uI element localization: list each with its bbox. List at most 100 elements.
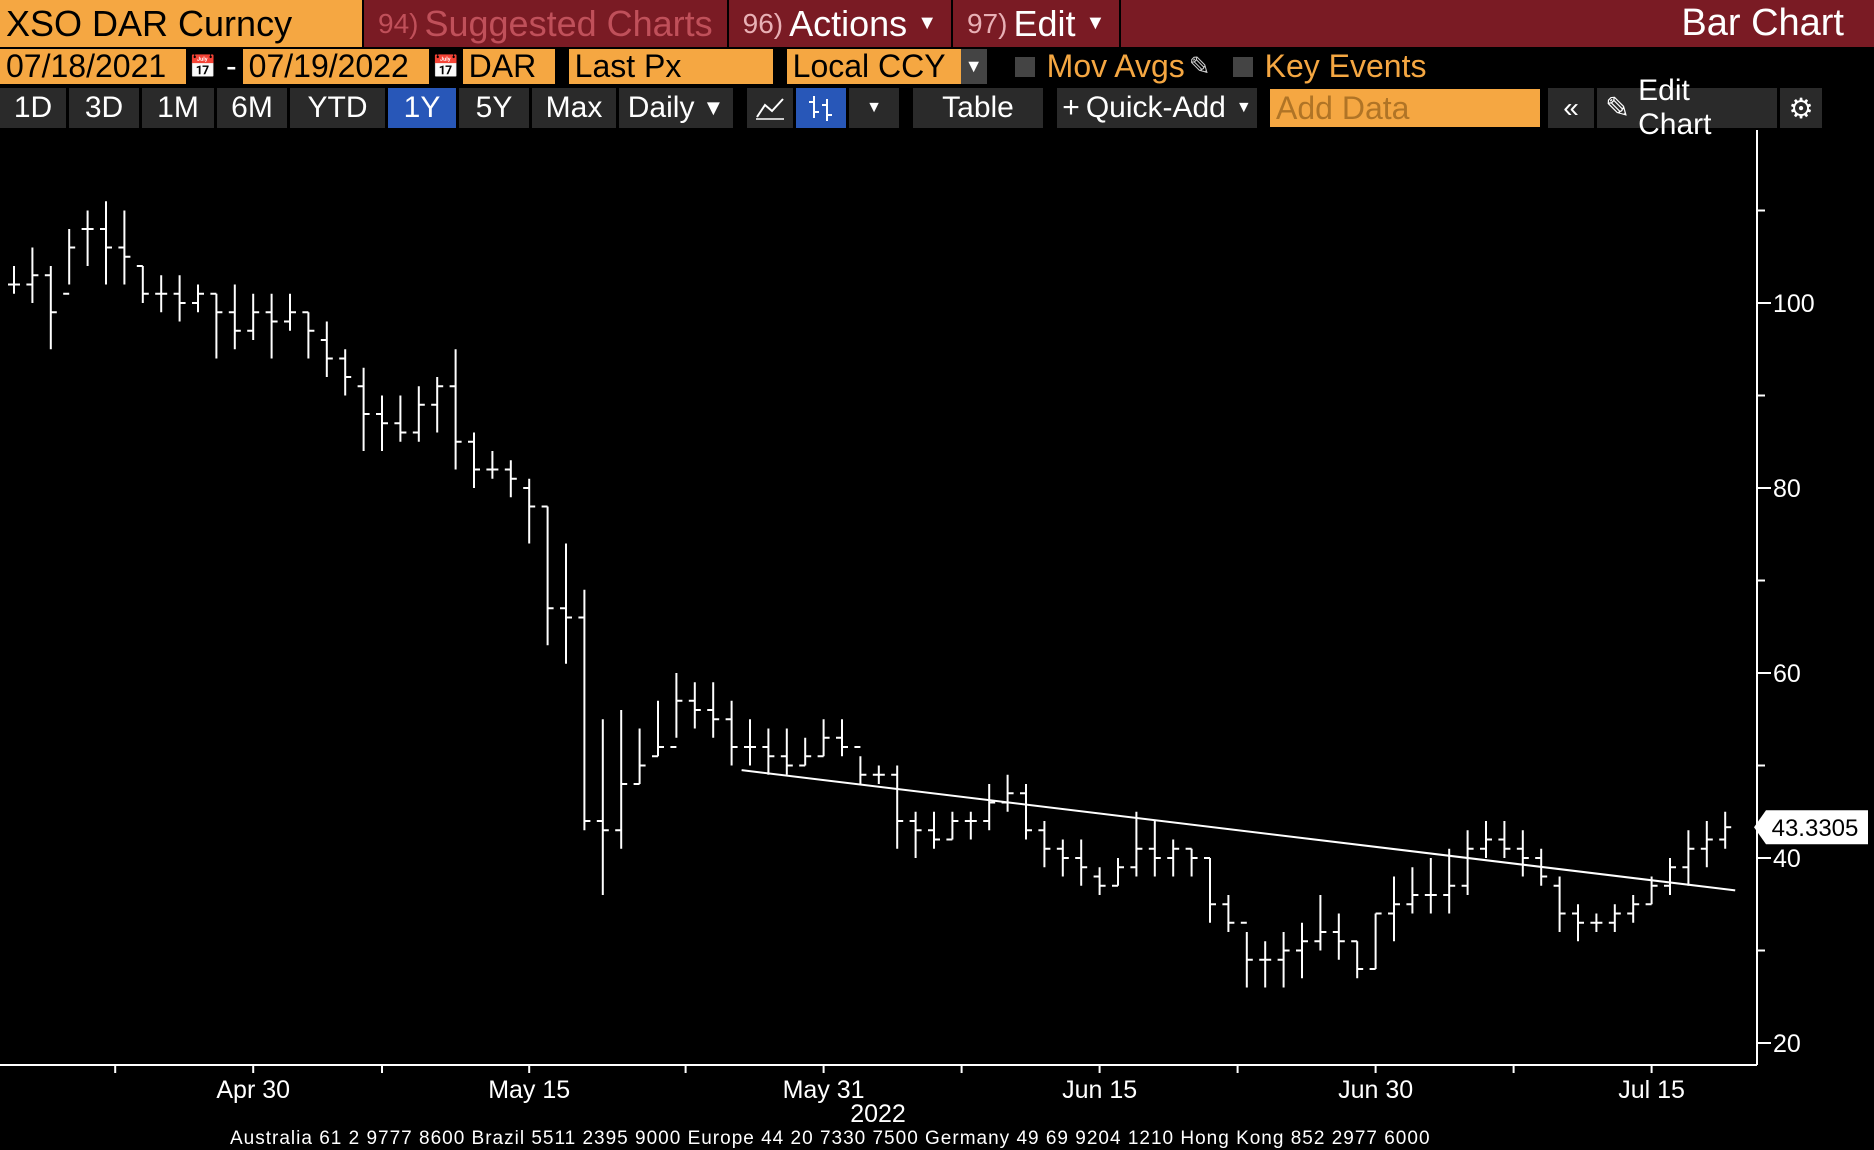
ohlc-bar [504,460,517,498]
range-3d-button[interactable]: 3D [69,88,139,128]
period-select[interactable]: Daily ▼ [619,88,733,128]
calendar-icon[interactable]: 📅 [431,53,460,79]
x-tick-label: May 15 [488,1076,570,1104]
ohlc-bar [394,395,407,442]
ohlc-bar [265,293,278,359]
ohlc-bar [1056,839,1069,877]
ticker-field[interactable]: XSO DAR Curncy [0,0,362,47]
ohlc-bar [1240,921,1253,988]
ohlc-bar [412,386,425,442]
ohlc-bar [1572,904,1584,942]
calendar-icon[interactable]: 📅 [189,53,217,79]
bar-chart-icon[interactable] [796,88,846,128]
suggested-charts-button[interactable]: 94) Suggested Charts [362,0,727,47]
edit-label: Edit [1013,2,1076,44]
collapse-icon[interactable]: « [1548,88,1594,128]
ohlc-bar [1369,912,1382,970]
ohlc-bar [854,746,867,784]
gear-icon[interactable]: ⚙ [1780,88,1822,128]
ohlc-bar [725,700,738,766]
field-select[interactable]: Last Px [568,48,773,84]
pencil-icon[interactable]: ✎ [1188,51,1211,81]
ohlc-bar [1682,830,1695,886]
ohlc-bar [633,728,646,785]
x-tick-label: Jul 15 [1618,1076,1685,1104]
line-chart-icon[interactable] [747,88,793,128]
edit-chart-label: Edit Chart [1638,74,1712,141]
ohlc-bar [431,377,444,433]
chevron-down-icon[interactable]: ▼ [960,49,987,84]
range-1m-button[interactable]: 1M [142,88,214,128]
ohlc-bar [836,719,848,757]
ohlc-bar [615,710,628,849]
chart-type-title: Bar Chart [1681,2,1844,44]
last-price-label: 43.3305 [1772,815,1859,842]
ohlc-bar [541,505,554,646]
ohlc-bar [1443,848,1456,914]
ohlc-bar [596,719,609,895]
ohlc-bar [872,765,885,784]
ohlc-bar [1112,858,1124,887]
ohlc-bar [1480,821,1492,858]
actions-label: Actions [789,2,908,44]
ohlc-bar [1627,895,1640,923]
edit-chart-button[interactable]: ✎ Edit Chart [1597,74,1777,141]
table-button[interactable]: Table [913,88,1043,128]
ohlc-bar [376,395,388,451]
ohlc-bar [1277,932,1290,988]
ohlc-bar [1222,895,1235,932]
ohlc-bar [1700,821,1713,868]
ohlc-bar [100,201,112,285]
ohlc-bar [817,719,830,758]
ohlc-bar [284,293,296,331]
range-1y-button[interactable]: 1Y [388,88,456,128]
x-tick-label: Apr 30 [216,1076,290,1104]
ohlc-bar [136,265,149,303]
range-1d-button[interactable]: 1D [0,88,66,128]
period-label: Daily [627,91,695,124]
ohlc-bar [964,811,977,840]
end-date-field[interactable]: 07/19/2022 [242,48,429,84]
actions-number: 96) [742,7,784,39]
ohlc-bar [81,210,94,266]
ohlc-bar [320,321,333,377]
price-chart[interactable]: 20 40 60 80 100 43.3305 Apr 30 May 15 May 31 Jun… [0,130,1874,1130]
ohlc-bar [44,266,57,350]
ohlc-bar [1314,895,1327,951]
range-5y-button[interactable]: 5Y [459,88,529,128]
ohlc-bar [1553,876,1566,932]
ohlc-bar [486,451,499,479]
ohlc-bar [1608,904,1621,932]
security-field[interactable]: DAR [462,48,555,84]
key-events-checkbox[interactable] [1232,56,1253,77]
ohlc-bar [1296,922,1308,979]
quick-add-button[interactable]: + Quick-Add ▼ [1057,88,1257,128]
range-ytd-button[interactable]: YTD [290,88,385,128]
actions-button[interactable]: 96) Actions ▼ [726,0,951,47]
range-max-button[interactable]: Max [532,88,616,128]
ohlc-bar [228,284,241,350]
ohlc-bar [1130,811,1143,877]
mov-avgs-checkbox[interactable] [1014,56,1035,77]
chevron-down-icon[interactable]: ▼ [849,88,899,128]
ohlc-bar [63,229,76,295]
ohlc-bar [1204,857,1216,923]
ohlc-bar [1498,821,1511,858]
key-events-label: Key Events [1264,48,1427,84]
add-data-input[interactable]: Add Data [1270,89,1540,127]
start-date-field[interactable]: 07/18/2021 [0,48,186,84]
x-tick-label: May 31 [783,1076,865,1104]
x-tick-label: Jun 30 [1338,1076,1413,1104]
ohlc-bar [1406,867,1419,914]
currency-select[interactable]: Local CCY [786,48,961,84]
range-6m-button[interactable]: 6M [217,88,287,128]
pencil-icon: ✎ [1605,91,1631,125]
ohlc-bar [1719,811,1732,849]
chevron-down-icon: ▼ [1085,12,1106,34]
edit-number: 97) [966,7,1008,39]
chevron-down-icon: ▼ [1235,99,1252,116]
ohlc-bar [1148,821,1161,877]
edit-button[interactable]: 97) Edit ▼ [950,0,1122,47]
suggested-charts-label: Suggested Charts [424,2,713,44]
ohlc-bar [799,737,812,767]
